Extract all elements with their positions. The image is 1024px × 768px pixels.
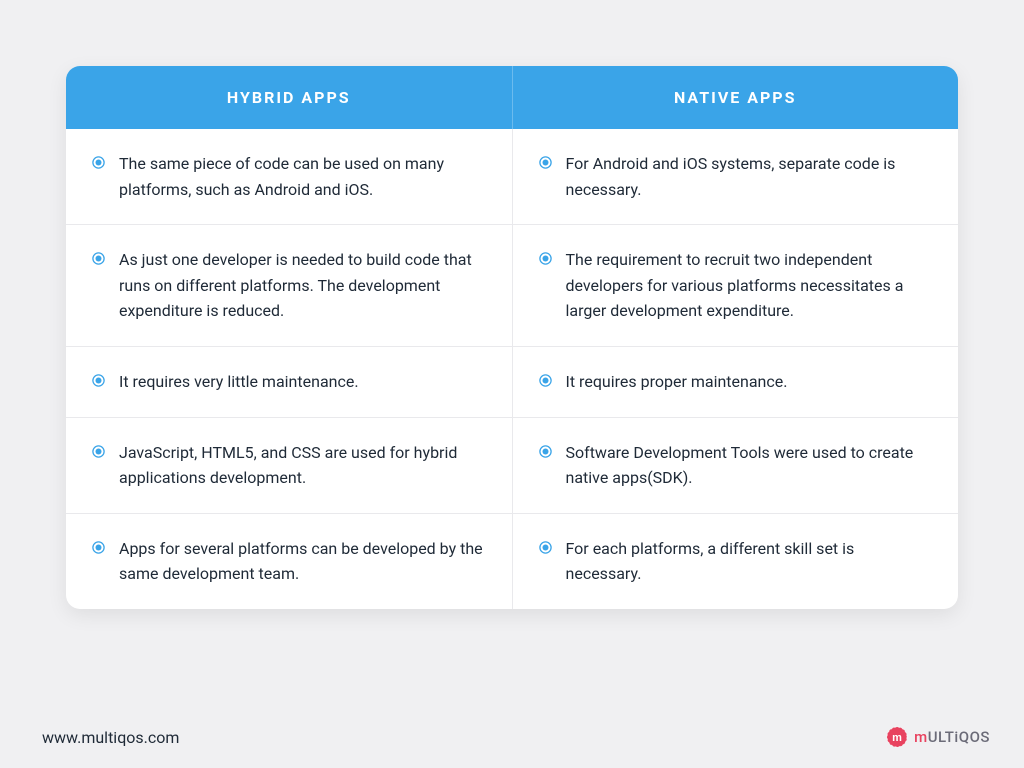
footer-url-text: www.multiqos.com xyxy=(42,728,179,747)
cell-text: As just one developer is needed to build… xyxy=(119,247,486,324)
cell-text: The requirement to recruit two independe… xyxy=(566,247,933,324)
comparison-table: HYBRID APPS NATIVE APPS The same piece o… xyxy=(66,66,958,609)
cell-hybrid: It requires very little maintenance. xyxy=(66,347,513,417)
cell-native: The requirement to recruit two independe… xyxy=(513,225,959,346)
cell-text: Apps for several platforms can be develo… xyxy=(119,536,486,587)
brand-logo-lockup: m mULTiQOS xyxy=(886,726,990,748)
cell-text: Software Development Tools were used to … xyxy=(566,440,933,491)
bullet-icon xyxy=(92,252,105,265)
bullet-icon xyxy=(539,156,552,169)
cell-hybrid: Apps for several platforms can be develo… xyxy=(66,514,513,609)
cell-native: Software Development Tools were used to … xyxy=(513,418,959,513)
brand-prefix: m xyxy=(914,728,928,746)
table-row: JavaScript, HTML5, and CSS are used for … xyxy=(66,417,958,513)
cell-text: For Android and iOS systems, separate co… xyxy=(566,151,933,202)
cell-text: For each platforms, a different skill se… xyxy=(566,536,933,587)
cell-native: For each platforms, a different skill se… xyxy=(513,514,959,609)
cell-hybrid: JavaScript, HTML5, and CSS are used for … xyxy=(66,418,513,513)
cell-text: JavaScript, HTML5, and CSS are used for … xyxy=(119,440,486,491)
table-row: Apps for several platforms can be develo… xyxy=(66,513,958,609)
cell-text: It requires very little maintenance. xyxy=(119,369,359,395)
table-row: As just one developer is needed to build… xyxy=(66,224,958,346)
column-header-hybrid: HYBRID APPS xyxy=(66,66,513,129)
cell-hybrid: As just one developer is needed to build… xyxy=(66,225,513,346)
bullet-icon xyxy=(539,252,552,265)
column-header-native: NATIVE APPS xyxy=(513,66,959,129)
table-row: The same piece of code can be used on ma… xyxy=(66,129,958,224)
cell-native: For Android and iOS systems, separate co… xyxy=(513,129,959,224)
bullet-icon xyxy=(92,445,105,458)
cell-hybrid: The same piece of code can be used on ma… xyxy=(66,129,513,224)
bullet-icon xyxy=(92,541,105,554)
bullet-icon xyxy=(539,445,552,458)
cell-native: It requires proper maintenance. xyxy=(513,347,959,417)
table-header-row: HYBRID APPS NATIVE APPS xyxy=(66,66,958,129)
cell-text: It requires proper maintenance. xyxy=(566,369,788,395)
brand-rest: ULTiQOS xyxy=(928,728,990,746)
svg-text:m: m xyxy=(892,732,902,744)
cell-text: The same piece of code can be used on ma… xyxy=(119,151,486,202)
brand-wordmark: mULTiQOS xyxy=(914,728,990,746)
bullet-icon xyxy=(92,374,105,387)
bullet-icon xyxy=(92,156,105,169)
bullet-icon xyxy=(539,374,552,387)
brand-badge-icon: m xyxy=(886,726,908,748)
table-row: It requires very little maintenance. It … xyxy=(66,346,958,417)
table-body: The same piece of code can be used on ma… xyxy=(66,129,958,609)
bullet-icon xyxy=(539,541,552,554)
page-footer: www.multiqos.com m mULTiQOS xyxy=(0,706,1024,768)
